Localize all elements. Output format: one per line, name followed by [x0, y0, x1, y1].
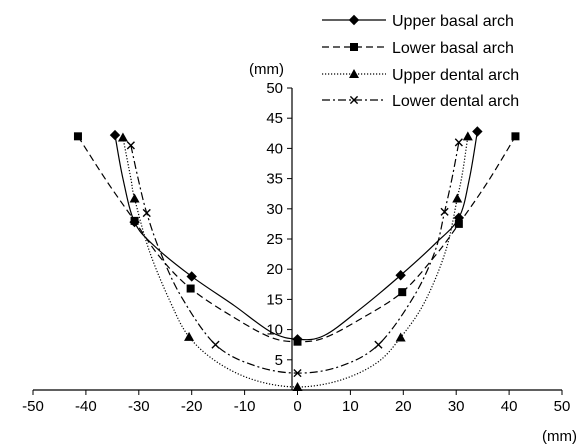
- x-tick-label: -30: [128, 398, 150, 415]
- data-point-s4-3-stroke-b: [211, 340, 220, 349]
- legend-marker-4: [349, 95, 359, 105]
- data-point-s4-3: [211, 340, 220, 349]
- x-axis-label: (mm): [542, 428, 577, 445]
- data-point-s4-7-stroke-b: [454, 138, 463, 147]
- series-line-3: [122, 136, 469, 388]
- legend-marker-4-stroke-b: [349, 95, 359, 105]
- data-point-s2-7: [511, 132, 520, 141]
- data-point-s4-5-stroke-b: [374, 340, 383, 349]
- legend-marker-2: [350, 43, 358, 51]
- y-tick-label: 15: [266, 291, 283, 308]
- legend-label-4: Lower dental arch: [392, 93, 519, 110]
- data-point-s1-1: [109, 129, 121, 141]
- y-axis-label: (mm): [249, 61, 284, 78]
- x-tick-label: -10: [234, 398, 256, 415]
- x-tick-label: -20: [181, 398, 203, 415]
- data-point-s3-6: [452, 193, 463, 203]
- data-point-s1-3: [186, 271, 197, 282]
- x-tick-label: -50: [22, 398, 44, 415]
- y-tick-label: 20: [266, 261, 283, 278]
- data-point-s1-7: [472, 126, 483, 137]
- legend-label-2: Lower basal arch: [392, 40, 514, 57]
- series-line-2: [77, 135, 516, 343]
- legend-label-1: Upper basal arch: [392, 13, 514, 30]
- data-point-s4-5: [374, 340, 383, 349]
- y-tick-label: 50: [266, 80, 283, 97]
- data-point-s2-3: [186, 284, 195, 293]
- x-tick-label: 10: [342, 398, 359, 415]
- axes: -50 -40 -30 -20 -10 0 10 20 30 40 50 5 10 15 20 25 30 35 4…: [22, 61, 577, 445]
- series-line-1: [114, 131, 478, 341]
- x-tick-label: 30: [448, 398, 465, 415]
- data-point-s3-1: [117, 132, 128, 142]
- data-point-s4-2: [142, 208, 151, 218]
- data-point-s4-4: [293, 368, 302, 378]
- legend-marker-1: [348, 14, 360, 26]
- series-curves: [77, 131, 516, 388]
- data-point-s2-5: [398, 288, 407, 297]
- data-point-s2-6: [454, 219, 463, 228]
- x-tick-label: 50: [554, 398, 571, 415]
- x-tick-label: 40: [501, 398, 518, 415]
- data-point-s2-1: [73, 132, 82, 141]
- data-point-s1-5: [395, 270, 406, 281]
- data-point-s4-6-stroke-b: [440, 207, 449, 216]
- y-tick-label: 45: [266, 110, 283, 127]
- data-point-s4-2-stroke-b: [142, 208, 151, 218]
- legend-marker-3: [349, 69, 359, 78]
- data-point-s3-7: [462, 131, 473, 141]
- data-point-s3-2: [129, 193, 140, 203]
- y-tick-label: 25: [266, 231, 283, 248]
- series-markers: [73, 126, 520, 391]
- y-tick-label: 35: [266, 171, 283, 188]
- legend-label-3: Upper dental arch: [392, 67, 519, 84]
- data-point-s4-6: [440, 207, 449, 216]
- data-point-s3-3: [184, 331, 195, 341]
- data-point-s2-4: [293, 337, 302, 346]
- y-tick-label: 5: [275, 352, 283, 369]
- data-point-s4-1-stroke-b: [126, 141, 135, 150]
- x-tick-label: 20: [395, 398, 412, 415]
- x-tick-label: -40: [75, 398, 97, 415]
- data-point-s3-4: [292, 381, 303, 391]
- y-tick-label: 40: [266, 140, 283, 157]
- legend: Upper basal arch Lower basal arch Upper de…: [322, 13, 519, 110]
- data-point-s2-2: [130, 216, 139, 225]
- data-point-s4-7: [454, 138, 463, 147]
- y-tick-label: 10: [266, 322, 283, 339]
- y-tick-label: 30: [266, 201, 283, 218]
- data-point-s4-4-stroke-b: [293, 368, 302, 378]
- x-tick-label: 0: [293, 398, 301, 415]
- data-point-s4-1: [126, 141, 135, 150]
- data-point-s3-5: [395, 332, 406, 342]
